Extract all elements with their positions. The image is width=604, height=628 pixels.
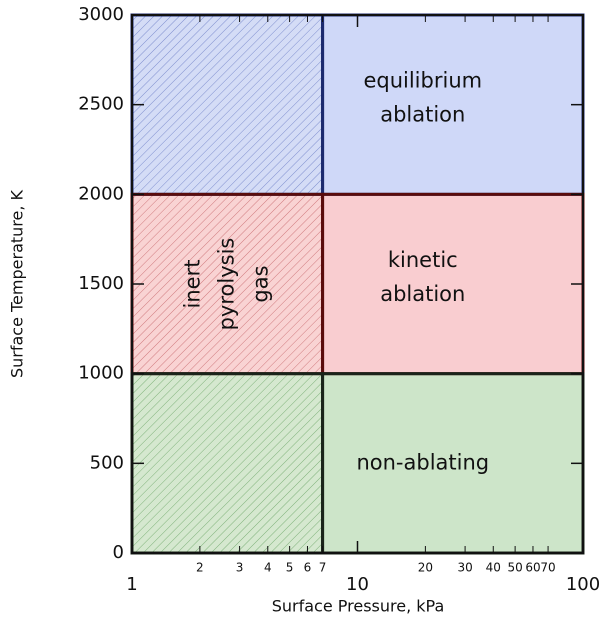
x-minor-tick-label: 50 [507, 561, 522, 575]
x-minor-tick-label: 30 [457, 561, 472, 575]
x-minor-tick-label: 60 [525, 561, 540, 575]
x-minor-tick-label: 20 [418, 561, 433, 575]
x-minor-tick-label: 40 [486, 561, 501, 575]
x-minor-tick-label: 70 [540, 561, 555, 575]
y-tick-label: 1000 [78, 363, 124, 384]
region-hatch [132, 373, 323, 553]
y-tick-label: 2000 [78, 183, 124, 204]
y-tick-label: 3000 [78, 4, 124, 25]
y-tick-label: 0 [113, 542, 124, 563]
region-label: ablation [380, 103, 465, 127]
region [322, 15, 583, 195]
region-label: non-ablating [356, 450, 489, 474]
y-tick-label: 500 [90, 452, 124, 473]
x-minor-tick-label: 4 [264, 561, 272, 575]
region-hatch [132, 15, 323, 195]
x-tick-label: 1 [126, 574, 137, 595]
region-label: ablation [380, 282, 465, 306]
x-minor-tick-label: 5 [286, 561, 294, 575]
x-axis-label: Surface Pressure, kPa [272, 597, 445, 616]
x-minor-tick-label: 6 [304, 561, 312, 575]
x-minor-tick-label: 7 [319, 561, 327, 575]
x-tick-label: 100 [566, 574, 600, 595]
annotation: inert pyrolysis gas [180, 238, 272, 331]
y-tick-label: 2500 [78, 94, 124, 115]
region [322, 194, 583, 374]
region-label: kinetic [388, 248, 458, 272]
x-minor-tick-label: 2 [196, 561, 204, 575]
annotation-text: gas [248, 265, 272, 302]
region-hatch [132, 194, 323, 374]
x-tick-label: 10 [346, 574, 369, 595]
region-label: equilibrium [363, 69, 482, 93]
x-minor-tick-label: 3 [236, 561, 244, 575]
y-axis-label: Surface Temperature, K [8, 189, 27, 378]
annotation-text: inert [180, 260, 204, 309]
region [322, 373, 583, 553]
y-tick-label: 1500 [78, 273, 124, 294]
annotation-text: pyrolysis [214, 238, 238, 331]
